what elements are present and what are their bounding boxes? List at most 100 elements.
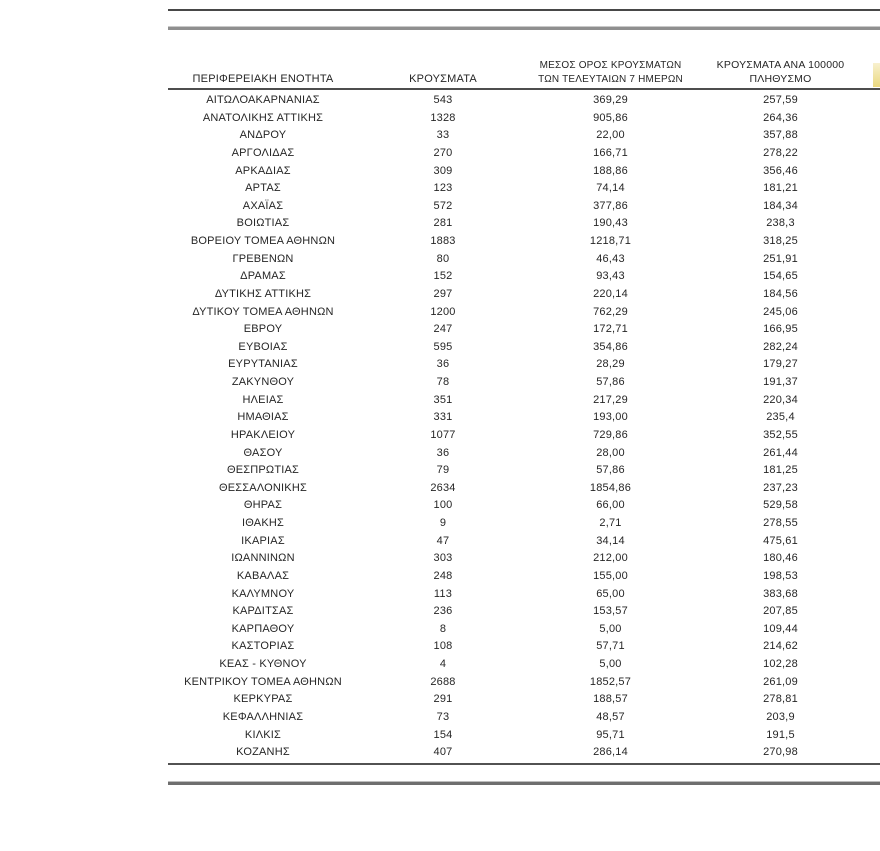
cell-per100k: 261,09: [763, 675, 798, 688]
cell-region: ΚΕΡΚΥΡΑΣ: [233, 693, 293, 706]
cell-region: ΑΡΓΟΛΙΔΑΣ: [231, 146, 295, 159]
cell-cases: 303: [433, 552, 453, 565]
cell-avg7day: 48,57: [596, 710, 625, 723]
cell-cases: 33: [436, 129, 450, 142]
table-row: ΘΕΣΣΑΛΟΝΙΚΗΣ 2634 1854,86 237,23: [168, 480, 880, 498]
cell-cases: 1200: [430, 305, 456, 318]
cell-region: ΑΧΑΪΑΣ: [242, 199, 284, 212]
cell-avg7day: 1218,71: [589, 235, 632, 247]
cell-per100k: 166,95: [763, 323, 798, 336]
cell-avg7day: 1854,86: [589, 481, 632, 494]
cell-per100k: 475,61: [763, 534, 798, 547]
col-header-avg7day-line1: ΜΕΣΟΣ ΟΡΟΣ ΚΡΟΥΣΜΑΤΩΝ: [539, 60, 682, 71]
table-row: ΕΥΡΥΤΑΝΙΑΣ 36 28,29 179,27: [168, 356, 880, 374]
cell-per100k: 154,65: [763, 270, 798, 283]
cell-cases: 236: [433, 605, 453, 618]
cell-per100k: 198,53: [763, 569, 798, 582]
cell-per100k: 257,59: [763, 94, 798, 106]
cell-cases: 351: [433, 393, 453, 406]
table-row: ΘΑΣΟΥ 36 28,00 261,44: [168, 445, 880, 463]
cell-region: ΒΟΙΩΤΙΑΣ: [236, 217, 290, 230]
cell-region: ΚΑΛΥΜΝΟΥ: [231, 587, 295, 600]
col-header-per100k-line2: ΠΛΗΘΥΣΜΟ: [749, 72, 812, 85]
cell-per100k: 214,62: [763, 640, 798, 653]
cell-avg7day: 354,86: [593, 340, 628, 353]
cell-cases: 9: [439, 517, 447, 529]
cell-region: ΗΛΕΙΑΣ: [242, 393, 284, 406]
cell-cases: 248: [433, 569, 453, 582]
table-row: ΚΑΛΥΜΝΟΥ 113 65,00 383,68: [168, 586, 880, 604]
cell-per100k: 278,55: [763, 517, 798, 529]
cell-per100k: 203,9: [766, 710, 795, 723]
cell-avg7day: 369,29: [593, 94, 628, 106]
table-row: ΚΑΡΔΙΤΣΑΣ 236 153,57 207,85: [168, 603, 880, 621]
cell-cases: 152: [433, 270, 453, 283]
cell-cases: 1077: [430, 428, 456, 441]
cell-avg7day: 5,00: [599, 622, 622, 635]
cell-per100k: 282,24: [763, 340, 798, 353]
cell-cases: 2688: [430, 675, 456, 688]
cell-per100k: 383,68: [763, 587, 798, 600]
cell-cases: 291: [433, 693, 453, 706]
cell-avg7day: 188,86: [593, 164, 628, 177]
table-row: ΚΕΡΚΥΡΑΣ 291 188,57 278,81: [168, 691, 880, 709]
cell-region: ΚΙΛΚΙΣ: [244, 728, 282, 741]
table-row: ΒΟΡΕΙΟΥ ΤΟΜΕΑ ΑΘΗΝΩΝ 1883 1218,71 318,25: [168, 233, 880, 251]
table-row: ΑΙΤΩΛΟΑΚΑΡΝΑΝΙΑΣ 543 369,29 257,59: [168, 92, 880, 110]
cell-cases: 247: [433, 323, 453, 336]
cell-avg7day: 166,71: [593, 146, 628, 159]
cell-per100k: 181,21: [763, 182, 798, 195]
cell-region: ΑΙΤΩΛΟΑΚΑΡΝΑΝΙΑΣ: [206, 94, 320, 106]
cell-avg7day: 286,14: [593, 746, 628, 759]
cell-avg7day: 905,86: [593, 111, 628, 124]
table-row: ΓΡΕΒΕΝΩΝ 80 46,43 251,91: [168, 251, 880, 269]
cell-region: ΚΑΡΠΑΘΟΥ: [231, 622, 295, 635]
table-row: ΚΕΦΑΛΛΗΝΙΑΣ 73 48,57 203,9: [168, 709, 880, 727]
cell-avg7day: 65,00: [596, 587, 625, 600]
cell-avg7day: 220,14: [593, 287, 628, 300]
cell-cases: 80: [436, 252, 450, 265]
cell-region: ΔΥΤΙΚΗΣ ΑΤΤΙΚΗΣ: [214, 287, 312, 300]
col-header-region: ΠΕΡΙΦΕΡΕΙΑΚΗ ΕΝΟΤΗΤΑ: [168, 73, 358, 89]
cell-avg7day: 1852,57: [589, 675, 632, 688]
cell-per100k: 181,25: [763, 464, 798, 477]
cell-per100k: 184,34: [763, 199, 798, 212]
bottom-rule-thick: [168, 781, 880, 785]
cell-per100k: 278,81: [763, 693, 798, 706]
top-rule-secondary: [168, 26, 880, 30]
col-header-cases: ΚΡΟΥΣΜΑΤΑ: [358, 73, 528, 89]
cell-avg7day: 34,14: [596, 534, 625, 547]
cell-region: ΚΑΡΔΙΤΣΑΣ: [232, 605, 294, 618]
cell-avg7day: 57,71: [596, 640, 625, 653]
cell-per100k: 184,56: [763, 287, 798, 300]
cell-avg7day: 153,57: [593, 605, 628, 618]
cell-region: ΘΕΣΣΑΛΟΝΙΚΗΣ: [219, 481, 307, 494]
cell-avg7day: 28,00: [596, 446, 625, 459]
cell-cases: 113: [433, 587, 453, 600]
table-row: ΕΥΒΟΙΑΣ 595 354,86 282,24: [168, 339, 880, 357]
cell-cases: 543: [433, 94, 453, 106]
cell-per100k: 264,36: [763, 111, 798, 124]
cell-region: ΒΟΡΕΙΟΥ ΤΟΜΕΑ ΑΘΗΝΩΝ: [190, 235, 336, 247]
table-row: ΘΕΣΠΡΩΤΙΑΣ 79 57,86 181,25: [168, 462, 880, 480]
cell-region: ΚΑΣΤΟΡΙΑΣ: [231, 640, 295, 653]
table-row: ΔΡΑΜΑΣ 152 93,43 154,65: [168, 268, 880, 286]
cell-region: ΙΩΑΝΝΙΝΩΝ: [231, 552, 295, 565]
cell-avg7day: 93,43: [596, 270, 625, 283]
cell-cases: 595: [433, 340, 453, 353]
table-row: ΕΒΡΟΥ 247 172,71 166,95: [168, 321, 880, 339]
cell-region: ΖΑΚΥΝΘΟΥ: [231, 376, 295, 388]
table-row: ΑΡΚΑΔΙΑΣ 309 188,86 356,46: [168, 163, 880, 181]
cell-region: ΔΡΑΜΑΣ: [240, 270, 286, 283]
col-header-per100k: ΚΡΟΥΣΜΑΤΑ ΑΝΑ 100000 ΠΛΗΘΥΣΜΟ: [693, 59, 868, 88]
cell-cases: 47: [436, 534, 450, 547]
table-row: ΚΙΛΚΙΣ 154 95,71 191,5: [168, 727, 880, 745]
bottom-rule-thin: [168, 763, 880, 765]
cell-region: ΕΥΡΥΤΑΝΙΑΣ: [228, 358, 298, 371]
cell-cases: 79: [436, 464, 450, 477]
cell-avg7day: 155,00: [593, 569, 628, 582]
table-row: ΚΟΖΑΝΗΣ 407 286,14 270,98: [168, 744, 880, 762]
cell-cases: 123: [433, 182, 453, 195]
cell-region: ΚΑΒΑΛΑΣ: [236, 569, 290, 582]
